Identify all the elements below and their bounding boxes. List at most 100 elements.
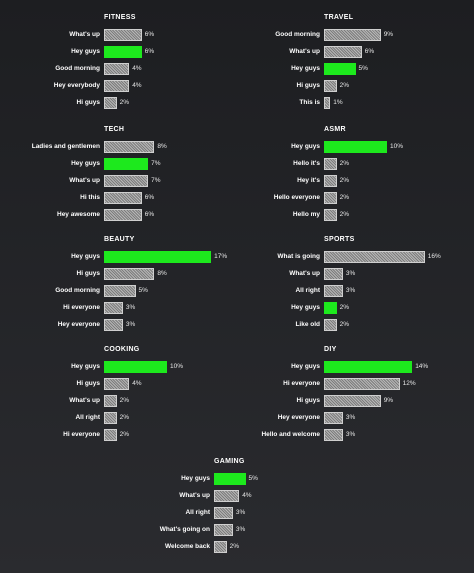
- bar-category-label: Hey it's: [297, 177, 320, 184]
- bar-value-label: 2%: [339, 321, 349, 328]
- bar-value-label: 4%: [132, 65, 142, 72]
- bar-value-label: 2%: [119, 414, 129, 421]
- bar: [324, 80, 337, 92]
- bar-value-label: 8%: [157, 143, 167, 150]
- bar-value-label: 2%: [339, 160, 349, 167]
- bar-category-label: All right: [295, 287, 320, 294]
- bar: [324, 268, 343, 280]
- panel-title: BEAUTY: [104, 236, 135, 243]
- bar-category-label: Good morning: [55, 287, 100, 294]
- bar: [104, 29, 142, 41]
- bar-category-label: What's up: [69, 397, 100, 404]
- bar-category-label: Hey everyone: [57, 321, 100, 328]
- bar: [104, 209, 142, 221]
- bar-value-label: 5%: [248, 475, 258, 482]
- bar: [324, 395, 381, 407]
- bar-value-label: 2%: [119, 431, 129, 438]
- bar-value-label: 3%: [125, 304, 136, 311]
- bar-category-label: Hey guys: [71, 363, 100, 370]
- bar-value-label: 7%: [151, 177, 161, 184]
- bar-value-label: 6%: [144, 31, 155, 38]
- panel-title: COOKING: [104, 346, 140, 353]
- bar-category-label: This is: [299, 99, 320, 106]
- bar-category-label: Hi everyone: [283, 380, 320, 387]
- bar-category-label: Hi guys: [76, 270, 100, 277]
- bar: [104, 285, 136, 297]
- bar-category-label: Like old: [295, 321, 320, 328]
- bar-value-label: 6%: [144, 194, 155, 201]
- bar-value-label: 2%: [229, 543, 239, 550]
- bar: [104, 141, 155, 153]
- panel-title: TRAVEL: [324, 14, 354, 21]
- bar: [104, 251, 212, 263]
- bar-value-label: 2%: [339, 82, 349, 89]
- bar-value-label: 2%: [339, 211, 349, 218]
- bar: [324, 175, 337, 187]
- bar-value-label: 2%: [119, 99, 129, 106]
- bar-value-label: 2%: [339, 194, 349, 201]
- panel-title: SPORTS: [324, 236, 355, 243]
- bar: [104, 429, 117, 441]
- bar-category-label: Hey guys: [291, 143, 320, 150]
- bar-value-label: 3%: [345, 431, 356, 438]
- bar: [324, 378, 400, 390]
- bar-value-label: 1%: [333, 99, 343, 106]
- bar-category-label: Hey everybody: [53, 82, 100, 89]
- bar-category-label: Welcome back: [164, 543, 210, 550]
- bar-category-label: Good morning: [275, 31, 320, 38]
- bar-value-label: 7%: [151, 160, 161, 167]
- bar: [324, 319, 337, 331]
- bar-value-label: 5%: [138, 287, 148, 294]
- bar: [324, 46, 362, 58]
- bar-value-label: 10%: [390, 143, 404, 150]
- bar-category-label: Hi guys: [296, 397, 320, 404]
- bar-category-label: Hello it's: [293, 160, 320, 167]
- bar-value-label: 16%: [427, 253, 441, 260]
- bar: [104, 395, 117, 407]
- bar-category-label: Hey guys: [291, 304, 320, 311]
- panel-title: FITNESS: [104, 14, 136, 21]
- panel-title: ASMR: [324, 126, 346, 133]
- bar-category-label: Hey guys: [291, 363, 320, 370]
- bar: [104, 158, 149, 170]
- bar-value-label: 4%: [242, 492, 252, 499]
- bar-value-label: 2%: [339, 304, 349, 311]
- bar-category-label: All right: [185, 509, 210, 516]
- bar-category-label: Hey guys: [181, 475, 210, 482]
- bar: [104, 97, 117, 109]
- bar: [104, 63, 130, 75]
- bar: [104, 361, 167, 373]
- bar-value-label: 3%: [125, 321, 136, 328]
- bar-category-label: Ladies and gentlemen: [31, 143, 100, 150]
- bar-value-label: 5%: [358, 65, 368, 72]
- bar-category-label: Hey everyone: [277, 414, 320, 421]
- bar-category-label: Hello everyone: [273, 194, 320, 201]
- bar-value-label: 2%: [339, 177, 349, 184]
- bar: [214, 507, 233, 519]
- bar-value-label: 3%: [235, 509, 246, 516]
- bar-value-label: 3%: [235, 526, 246, 533]
- bar-value-label: 6%: [144, 211, 155, 218]
- bar-category-label: Hey awesome: [57, 211, 100, 218]
- bar: [324, 209, 337, 221]
- bar-category-label: Hi guys: [76, 380, 100, 387]
- bar-category-label: Hey guys: [71, 253, 100, 260]
- bar-value-label: 3%: [345, 287, 356, 294]
- bar-value-label: 8%: [157, 270, 167, 277]
- bar-category-label: Hi guys: [76, 99, 100, 106]
- bar: [104, 46, 142, 58]
- bar: [214, 524, 233, 536]
- bar-value-label: 2%: [119, 397, 129, 404]
- bar: [214, 490, 240, 502]
- bar: [324, 158, 337, 170]
- bar-category-label: What's up: [289, 270, 320, 277]
- bar: [104, 175, 149, 187]
- bar: [104, 302, 123, 314]
- bar-category-label: What's up: [69, 31, 100, 38]
- bar-category-label: What's up: [179, 492, 210, 499]
- bar: [324, 141, 387, 153]
- bar-category-label: Hi everyone: [63, 304, 100, 311]
- bar-category-label: Hey guys: [71, 48, 100, 55]
- bar: [324, 429, 343, 441]
- panel-title: DIY: [324, 346, 337, 353]
